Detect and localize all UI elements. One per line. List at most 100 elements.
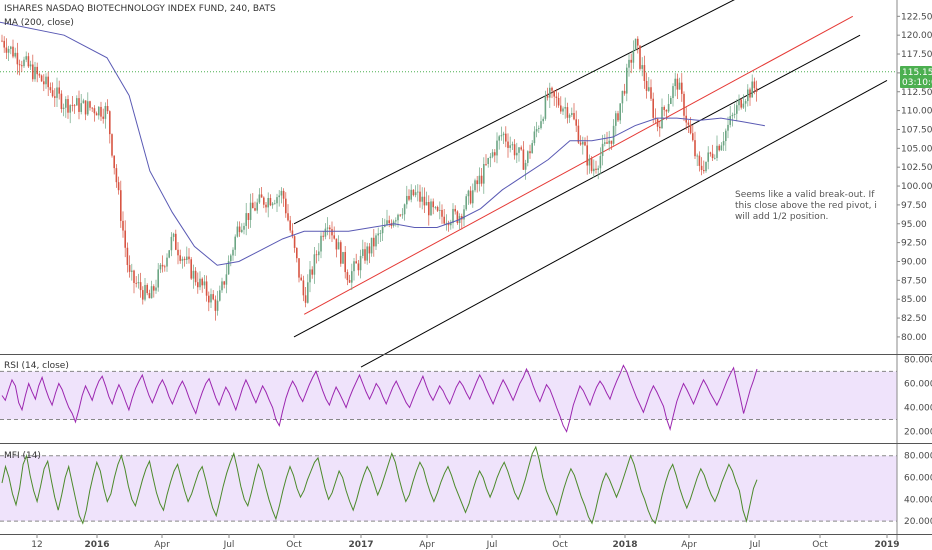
candle-body	[621, 90, 624, 104]
candle-body	[166, 257, 168, 267]
candle-body	[610, 140, 613, 144]
mfi-panel-label: MFI (14)	[4, 451, 41, 461]
candle-body	[164, 266, 166, 268]
candle-body	[480, 175, 483, 184]
candle-body	[289, 220, 291, 231]
candle-body	[190, 259, 192, 279]
candle-body	[436, 207, 439, 211]
candle-body	[447, 222, 450, 226]
candle-body	[362, 249, 364, 256]
time-tick-label: Apr	[154, 540, 170, 550]
candle-body	[1, 40, 3, 42]
candle-body	[421, 196, 423, 202]
candle-body	[716, 145, 718, 158]
candle-body	[619, 103, 621, 121]
candle-body	[749, 89, 751, 98]
candle-body	[32, 64, 34, 80]
candle-body	[531, 143, 533, 154]
candle-body	[689, 124, 692, 134]
candle-body	[21, 65, 23, 67]
candle-body	[491, 152, 494, 157]
candle-body	[238, 226, 241, 233]
candle-body	[177, 249, 179, 256]
candle-body	[670, 98, 672, 104]
candle-body	[168, 250, 170, 258]
candle-body	[667, 103, 670, 112]
candle-body	[509, 145, 511, 148]
candle-body	[304, 295, 307, 303]
candle-body	[225, 274, 228, 285]
candle-body	[412, 189, 415, 196]
ma200-line	[0, 21, 765, 266]
candle-body	[612, 125, 615, 144]
candle-body	[417, 191, 419, 193]
candle-body	[707, 152, 709, 162]
candle-body	[78, 98, 80, 112]
time-tick-label: Oct	[812, 540, 828, 550]
indicator-layer	[1, 364, 758, 525]
candle-body	[731, 114, 734, 117]
candle-body	[687, 122, 690, 125]
candle-body	[410, 189, 412, 200]
candle-body	[606, 142, 608, 144]
candle-body	[582, 141, 584, 145]
candle-body	[555, 96, 558, 98]
candle-body	[263, 197, 265, 205]
candle-body	[254, 208, 256, 211]
candle-body	[249, 202, 252, 220]
candle-body	[626, 67, 628, 94]
candle-body	[617, 113, 619, 121]
candle-body	[542, 118, 544, 122]
mfi-line	[1, 445, 758, 525]
trendline-layer	[0, 0, 897, 368]
candle-body	[65, 99, 67, 108]
candle-body	[364, 249, 366, 261]
rsi-panel-label: RSI (14, close)	[4, 361, 69, 371]
candle-body	[227, 261, 230, 275]
candle-body	[714, 157, 716, 159]
candle-body	[313, 254, 316, 275]
time-tick-label: Jul	[223, 540, 235, 550]
time-tick-label: Jul	[749, 540, 761, 550]
candle-body	[124, 230, 126, 248]
candle-body	[23, 59, 25, 67]
candle-body	[355, 261, 357, 264]
candle-body	[351, 271, 353, 283]
candle-body	[549, 87, 551, 98]
candle-body	[634, 38, 637, 51]
candle-body	[408, 195, 410, 200]
candle-body	[300, 277, 302, 281]
candle-body	[562, 108, 564, 112]
candle-body	[500, 135, 503, 137]
candle-body	[474, 180, 476, 191]
candle-body	[245, 213, 247, 226]
candle-body	[285, 198, 287, 214]
candle-body	[637, 38, 639, 46]
candle-body	[564, 107, 566, 109]
candle-body	[375, 235, 377, 247]
candle-body	[683, 93, 685, 116]
candle-body	[623, 90, 626, 94]
candle-body	[232, 249, 234, 256]
candle-body	[476, 180, 478, 185]
candle-body	[135, 282, 137, 284]
candle-body	[520, 147, 522, 150]
candle-body	[652, 98, 654, 118]
candle-body	[645, 80, 648, 91]
candle-body	[566, 107, 569, 118]
candle-body	[333, 235, 335, 239]
candle-body	[467, 190, 470, 197]
candle-body	[650, 87, 652, 99]
candle-body	[214, 299, 217, 311]
price-tick-label: 112.50	[901, 88, 932, 98]
price-tick-label: 105.00	[901, 144, 932, 154]
candle-body	[326, 227, 329, 229]
candle-body	[489, 156, 492, 159]
price-tick-label: 120.00	[901, 31, 932, 41]
candle-body	[280, 190, 283, 196]
annotation-line-2: this close above the red pivot, i	[735, 201, 877, 211]
time-tick-label: 2018	[612, 540, 637, 550]
candle-body	[148, 293, 151, 299]
candle-body	[274, 203, 276, 205]
